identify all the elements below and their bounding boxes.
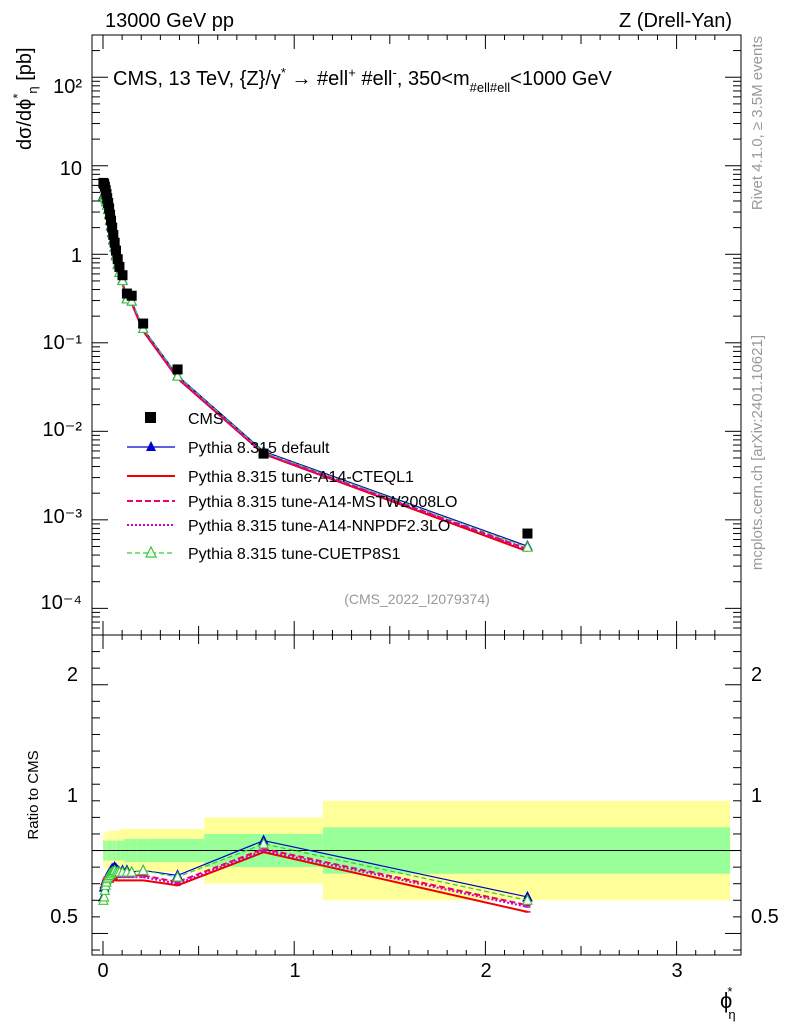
cms-data-point bbox=[522, 528, 533, 539]
y-tick-label-1e-2: 10⁻² bbox=[43, 419, 83, 441]
ratio-frame bbox=[91, 634, 742, 956]
cms-data-point bbox=[107, 222, 118, 233]
x-tick-label-0: 0 bbox=[97, 960, 108, 982]
chart-title: CMS, 13 TeV, {Z}/γ* → #ell+ #ell-, 350<m… bbox=[113, 65, 613, 95]
ratio-point-4 bbox=[126, 865, 138, 877]
cms-data-point bbox=[112, 254, 123, 265]
cms-data-point bbox=[172, 364, 183, 375]
cms-data-point bbox=[114, 261, 125, 272]
cms-data-point bbox=[103, 197, 114, 208]
legend-marker-cms bbox=[145, 412, 156, 423]
header-left: 13000 GeV pp bbox=[105, 10, 234, 32]
ratio-point-4 bbox=[258, 837, 269, 849]
main-panel: 10⁻⁴ 10⁻³ 10⁻² 10⁻¹ 1 10 10² dσ/dϕ*η [pb… bbox=[10, 34, 742, 636]
ratio-tick-label-2-left: 2 bbox=[67, 664, 78, 686]
ratio-tick-label-0.5-left: 0.5 bbox=[50, 906, 78, 928]
analysis-watermark: (CMS_2022_I2079374) bbox=[344, 591, 490, 607]
header-right: Z (Drell-Yan) bbox=[619, 10, 732, 32]
cms-data-point bbox=[138, 318, 149, 329]
main-ticks bbox=[92, 34, 741, 636]
legend-label-default: Pythia 8.315 default bbox=[188, 440, 330, 457]
legend-label-cteql1: Pythia 8.315 tune-A14-CTEQL1 bbox=[188, 469, 414, 486]
ratio-panel: 0.5 1 2 0.5 1 2 Ratio to CMS 0 1 2 3 ϕ* η bbox=[25, 634, 779, 1022]
cms-data-point bbox=[104, 203, 115, 214]
cms-data-point bbox=[258, 448, 269, 459]
cms-data-point bbox=[105, 209, 116, 220]
cms-data-point bbox=[111, 245, 122, 256]
cms-data-point bbox=[117, 270, 128, 281]
x-tick-label-3: 3 bbox=[671, 960, 682, 982]
x-tick-label-1: 1 bbox=[289, 960, 300, 982]
y-tick-label-1e-1: 10⁻¹ bbox=[43, 332, 83, 354]
ratio-tick-label-1-left: 1 bbox=[67, 785, 78, 807]
ratio-ticks bbox=[92, 635, 741, 955]
main-y-tick-labels: 10⁻⁴ 10⁻³ 10⁻² 10⁻¹ 1 10 10² bbox=[41, 76, 83, 614]
cms-data-point bbox=[109, 237, 120, 248]
y-tick-label-1e-4: 10⁻⁴ bbox=[41, 592, 82, 614]
cms-data-point bbox=[106, 215, 117, 226]
series-point-4 bbox=[172, 369, 183, 381]
ratio-tick-label-2-right: 2 bbox=[751, 664, 762, 686]
ratio-data-layer bbox=[92, 800, 741, 913]
cms-data-point bbox=[108, 230, 119, 241]
y-tick-label-1: 1 bbox=[71, 245, 82, 267]
mcplots-side-label: mcplots.cern.ch [arXiv:2401.10621] bbox=[749, 335, 766, 570]
y-tick-label-1e-3: 10⁻³ bbox=[43, 506, 83, 528]
y-tick-label-10: 10 bbox=[60, 158, 82, 180]
cms-data-point bbox=[126, 290, 137, 301]
ratio-point-4 bbox=[137, 864, 149, 875]
ratio-point-4 bbox=[172, 870, 183, 882]
ratio-tick-label-1-right: 1 bbox=[751, 785, 762, 807]
main-data-layer bbox=[97, 177, 533, 553]
series-point-4 bbox=[522, 541, 533, 552]
legend: CMS Pythia 8.315 default Pythia 8.315 tu… bbox=[127, 411, 457, 563]
legend-label-cuetp8s1: Pythia 8.315 tune-CUETP8S1 bbox=[188, 546, 401, 563]
legend-marker-cuetp8s1 bbox=[145, 545, 157, 558]
legend-label-mstw: Pythia 8.315 tune-A14-MSTW2008LO bbox=[188, 494, 457, 511]
ratio-point-4 bbox=[522, 894, 533, 905]
legend-label-nnpdf: Pythia 8.315 tune-A14-NNPDF2.3LO bbox=[188, 518, 450, 535]
rivet-side-label: Rivet 4.1.0, ≥ 3.5M events bbox=[749, 36, 766, 210]
y-axis-label: dσ/dϕ*η [pb] bbox=[10, 47, 40, 150]
ratio-y-axis-label: Ratio to CMS bbox=[25, 750, 42, 839]
y-tick-label-100: 10² bbox=[53, 76, 82, 98]
ratio-point-4 bbox=[98, 890, 110, 902]
x-axis-label: ϕ* η bbox=[720, 984, 736, 1022]
legend-label-cms: CMS bbox=[188, 411, 224, 428]
legend-marker-default bbox=[146, 441, 156, 451]
ratio-tick-label-0.5-right: 0.5 bbox=[751, 906, 779, 928]
main-frame bbox=[91, 34, 742, 636]
series-line-4 bbox=[103, 196, 528, 548]
x-tick-label-2: 2 bbox=[480, 960, 491, 982]
